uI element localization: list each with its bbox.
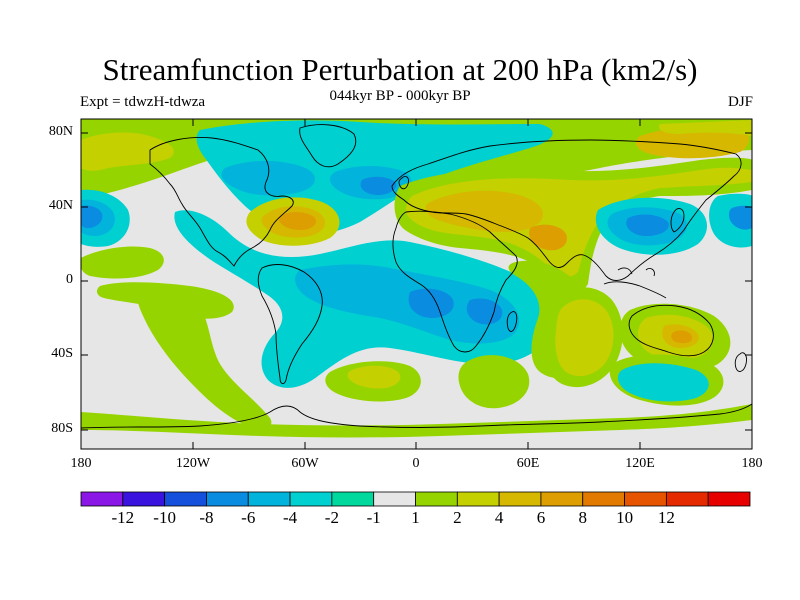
coastline-africa — [392, 210, 518, 353]
lat-tick-label: 80S — [51, 421, 73, 436]
contour-region — [671, 330, 692, 344]
lat-tick-label: 40N — [48, 198, 73, 213]
coastline-madagascar — [506, 311, 518, 332]
colorbar-label: 10 — [616, 508, 634, 527]
colorbar-swatch — [247, 491, 291, 507]
contour-region — [221, 160, 315, 196]
contour-region — [81, 132, 174, 171]
coastline-eurasia — [391, 139, 742, 281]
lat-tick-label: 0 — [66, 272, 73, 287]
colorbar-label: -1 — [366, 508, 381, 527]
contour-region — [425, 190, 543, 232]
coastline-south-america — [257, 264, 323, 385]
plot-subtitle: 044kyr BP - 000kyr BP — [329, 88, 471, 104]
contour-region — [658, 120, 752, 136]
coastline-indonesia — [603, 267, 667, 299]
colorbar-label: 2 — [453, 508, 462, 527]
contour-region — [81, 205, 103, 228]
contour-field — [81, 119, 752, 449]
axis-ticks — [81, 119, 752, 449]
lon-tick-label: 0 — [412, 456, 420, 471]
colorbar-swatch — [707, 491, 751, 507]
colorbar-swatch — [624, 491, 667, 507]
coastline-australia — [628, 304, 714, 357]
plot-title: Streamfunction Perturbation at 200 hPa (… — [102, 52, 698, 87]
colorbar-label: -6 — [241, 508, 256, 527]
colorbar-label: -10 — [153, 508, 176, 527]
colorbar-swatch — [540, 491, 584, 507]
lon-tick-label: 180 — [70, 456, 92, 471]
colorbar-swatch — [498, 491, 542, 507]
colorbar-swatch — [206, 491, 249, 507]
contour-region — [635, 124, 749, 159]
colorbar-swatch — [289, 491, 333, 507]
contour-region — [295, 264, 520, 344]
contour-region — [466, 298, 503, 325]
contour-region — [555, 299, 614, 377]
coastlines — [81, 124, 752, 429]
contour-region — [728, 205, 752, 230]
colorbar-swatch — [373, 491, 416, 507]
lat-tick-label: 80N — [48, 124, 73, 139]
colorbar-swatch — [122, 491, 166, 507]
colorbar-swatch — [456, 491, 500, 507]
colorbar-swatch — [582, 491, 625, 507]
colorbar-swatch — [415, 491, 458, 507]
contour-region — [137, 288, 272, 429]
colorbar-label: 1 — [411, 508, 420, 527]
contour-region — [626, 214, 669, 236]
coastline-antarctica — [81, 403, 752, 429]
colorbar-swatch — [665, 491, 709, 507]
contour-region — [279, 211, 317, 230]
colorbar-swatch — [80, 491, 124, 507]
contour-region — [360, 176, 397, 195]
colorbar-swatch — [331, 491, 375, 507]
contour-region — [617, 363, 709, 402]
colorbar-label: -4 — [282, 508, 298, 527]
lon-tick-label: 60E — [516, 456, 540, 471]
colorbar-label: 12 — [657, 508, 675, 527]
lon-tick-label: 120E — [625, 456, 655, 471]
coastline-north-america — [149, 137, 294, 267]
experiment-label: Expt = tdwzH-tdwza — [80, 94, 206, 110]
colorbar — [80, 491, 751, 507]
colorbar-swatch — [164, 491, 207, 507]
lon-tick-label: 180 — [741, 456, 763, 471]
contour-region — [347, 365, 401, 389]
colorbar-label: 6 — [536, 508, 546, 527]
contour-region — [408, 288, 454, 318]
lon-tick-label: 120W — [175, 456, 211, 471]
season-label: DJF — [727, 94, 753, 110]
coastline-uk — [398, 175, 409, 190]
colorbar-label: 4 — [494, 508, 504, 527]
contour-region — [81, 420, 752, 449]
lat-tick-label: 40S — [51, 346, 73, 361]
contour-region — [529, 224, 567, 251]
colorbar-label: -12 — [111, 508, 135, 527]
colorbar-label: -8 — [199, 508, 214, 527]
contour-region — [458, 355, 530, 409]
contour-region — [81, 246, 164, 279]
colorbar-label: -2 — [324, 508, 339, 527]
coastline-japan — [670, 208, 685, 233]
lon-tick-label: 60W — [291, 456, 319, 471]
coastline-greenland — [299, 124, 357, 168]
colorbar-label: 8 — [578, 508, 588, 527]
